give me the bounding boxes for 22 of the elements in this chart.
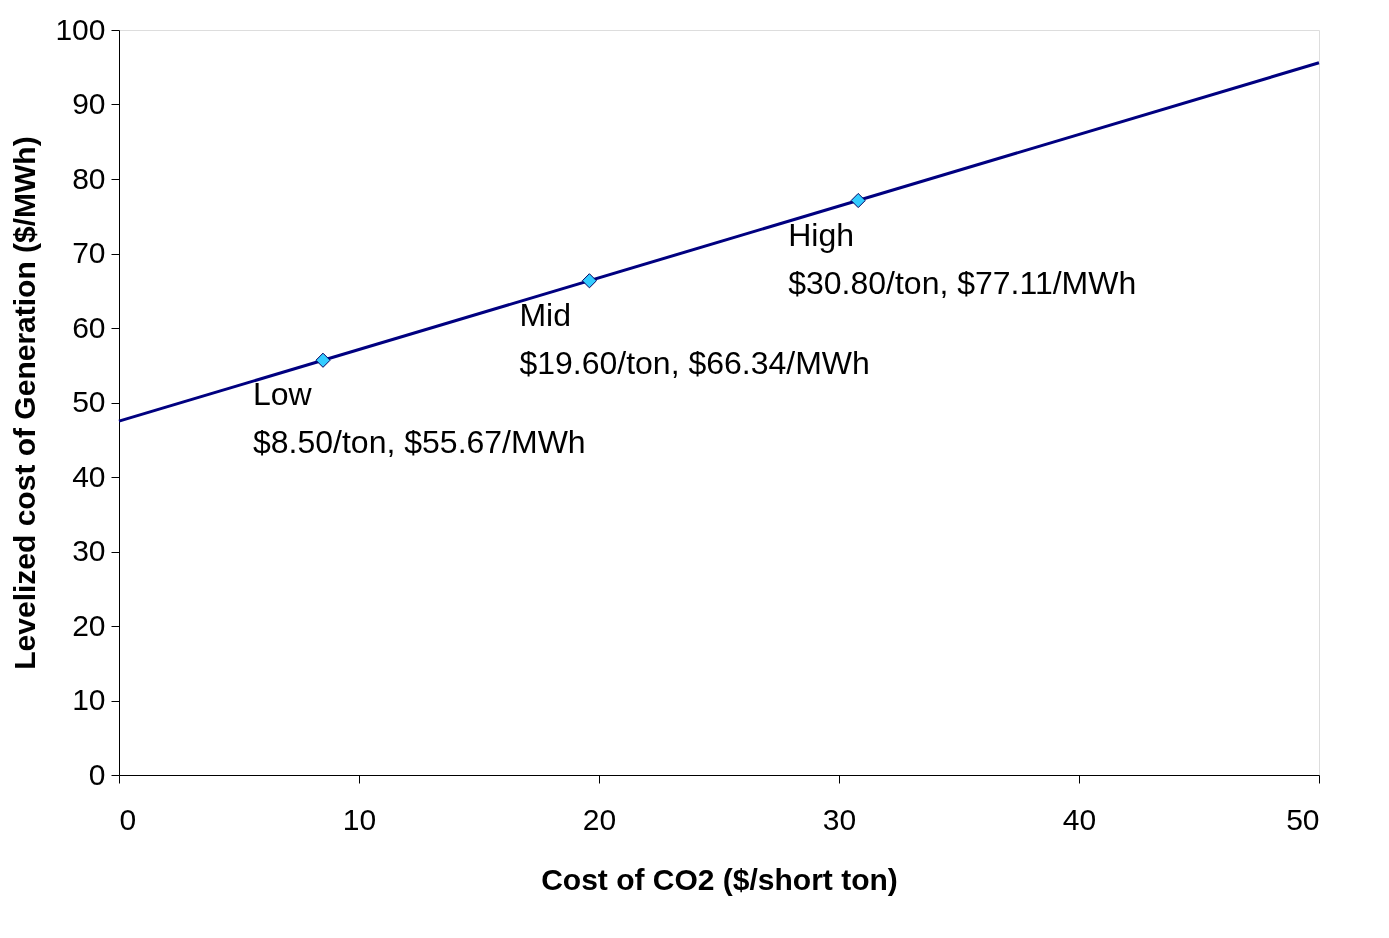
x-tick-label: 20	[582, 802, 617, 836]
y-tick-label: 70	[72, 236, 106, 269]
x-tick-label: 50	[1286, 802, 1320, 836]
y-tick-label: 80	[72, 161, 106, 195]
x-axis-title: Cost of CO2 ($/short ton)	[541, 862, 898, 896]
y-axis-title: Levelized cost of Generation ($/MWh)	[8, 136, 42, 670]
y-tick-label: 0	[88, 757, 106, 791]
x-tick-label: 0	[119, 802, 137, 836]
y-tick-label: 10	[72, 683, 106, 716]
y-tick-label: 20	[72, 608, 106, 642]
x-tick-label: 30	[822, 802, 857, 836]
y-tick-label: 100	[55, 12, 106, 46]
y-tick-label: 50	[72, 385, 106, 418]
x-tick-label: 10	[342, 802, 377, 836]
y-tick-label: 90	[72, 87, 106, 120]
point	[850, 192, 866, 209]
point	[581, 273, 597, 289]
y-tick-label: 30	[72, 534, 106, 567]
x-tick-label: 40	[1062, 802, 1097, 836]
y-tick-label: 40	[72, 459, 106, 493]
y-tick-label: 60	[72, 310, 106, 344]
point	[315, 352, 331, 368]
